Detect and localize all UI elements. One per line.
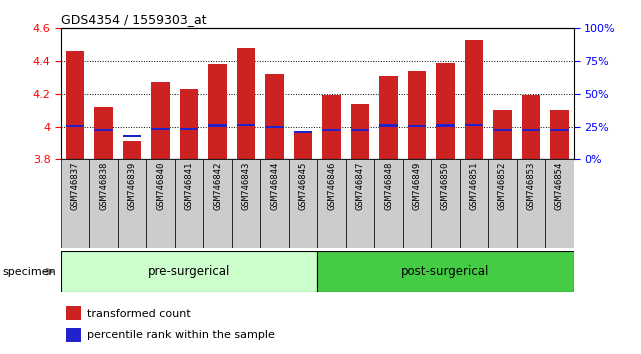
Bar xyxy=(431,159,460,248)
Bar xyxy=(294,131,312,159)
Bar xyxy=(175,159,203,248)
Bar xyxy=(265,126,284,128)
Text: GSM746837: GSM746837 xyxy=(71,162,79,210)
Bar xyxy=(322,129,341,131)
Bar xyxy=(151,128,170,130)
Bar xyxy=(66,327,81,342)
Bar xyxy=(180,89,198,159)
Bar xyxy=(317,159,345,248)
Bar xyxy=(345,159,374,248)
Bar xyxy=(123,135,142,137)
Bar xyxy=(351,104,369,159)
Bar xyxy=(517,159,545,248)
Text: GSM746850: GSM746850 xyxy=(441,162,450,210)
Bar xyxy=(493,110,512,159)
Text: GSM746845: GSM746845 xyxy=(299,162,308,210)
Text: transformed count: transformed count xyxy=(87,309,190,319)
Bar xyxy=(351,129,369,131)
Text: GSM746838: GSM746838 xyxy=(99,162,108,210)
Text: pre-surgerical: pre-surgerical xyxy=(148,265,230,278)
Text: GSM746853: GSM746853 xyxy=(526,162,535,210)
Text: percentile rank within the sample: percentile rank within the sample xyxy=(87,330,274,341)
Bar xyxy=(488,159,517,248)
Bar xyxy=(403,159,431,248)
Bar xyxy=(379,124,398,126)
Text: specimen: specimen xyxy=(2,267,56,277)
Bar xyxy=(379,76,398,159)
Bar xyxy=(232,159,260,248)
Text: GSM746846: GSM746846 xyxy=(327,162,336,210)
Bar xyxy=(408,125,426,127)
Text: GSM746844: GSM746844 xyxy=(270,162,279,210)
Text: GSM746852: GSM746852 xyxy=(498,162,507,210)
Bar xyxy=(465,40,483,159)
Bar xyxy=(317,251,574,292)
Text: GSM746848: GSM746848 xyxy=(384,162,393,210)
Bar xyxy=(437,124,454,126)
Bar xyxy=(118,159,146,248)
Text: GSM746843: GSM746843 xyxy=(242,162,251,210)
Bar xyxy=(545,159,574,248)
Bar xyxy=(322,96,341,159)
Bar xyxy=(203,159,232,248)
Bar xyxy=(123,141,142,159)
Bar xyxy=(289,159,317,248)
Bar xyxy=(437,63,454,159)
Text: GDS4354 / 1559303_at: GDS4354 / 1559303_at xyxy=(61,13,206,26)
Bar xyxy=(94,129,113,131)
Bar xyxy=(550,110,569,159)
Bar xyxy=(94,107,113,159)
Bar xyxy=(237,48,255,159)
Bar xyxy=(208,124,227,126)
Bar xyxy=(294,131,312,133)
Text: GSM746851: GSM746851 xyxy=(469,162,478,210)
Bar xyxy=(146,159,175,248)
Bar xyxy=(61,251,317,292)
Bar xyxy=(550,129,569,131)
Text: GSM746842: GSM746842 xyxy=(213,162,222,210)
Bar xyxy=(208,64,227,159)
Bar xyxy=(265,74,284,159)
Bar xyxy=(66,306,81,320)
Text: GSM746847: GSM746847 xyxy=(356,162,365,210)
Bar xyxy=(89,159,118,248)
Text: GSM746839: GSM746839 xyxy=(128,162,137,210)
Bar xyxy=(237,124,255,126)
Text: GSM746840: GSM746840 xyxy=(156,162,165,210)
Bar xyxy=(61,159,89,248)
Bar xyxy=(260,159,289,248)
Bar xyxy=(151,82,170,159)
Text: post-surgerical: post-surgerical xyxy=(401,265,490,278)
Bar xyxy=(522,129,540,131)
Bar xyxy=(522,96,540,159)
Text: GSM746849: GSM746849 xyxy=(413,162,422,210)
Bar xyxy=(66,125,85,127)
Bar xyxy=(408,71,426,159)
Bar xyxy=(465,124,483,126)
Bar xyxy=(374,159,403,248)
Text: GSM746854: GSM746854 xyxy=(555,162,564,210)
Bar xyxy=(493,129,512,131)
Bar xyxy=(460,159,488,248)
Text: GSM746841: GSM746841 xyxy=(185,162,194,210)
Bar xyxy=(180,128,198,130)
Bar xyxy=(66,51,85,159)
